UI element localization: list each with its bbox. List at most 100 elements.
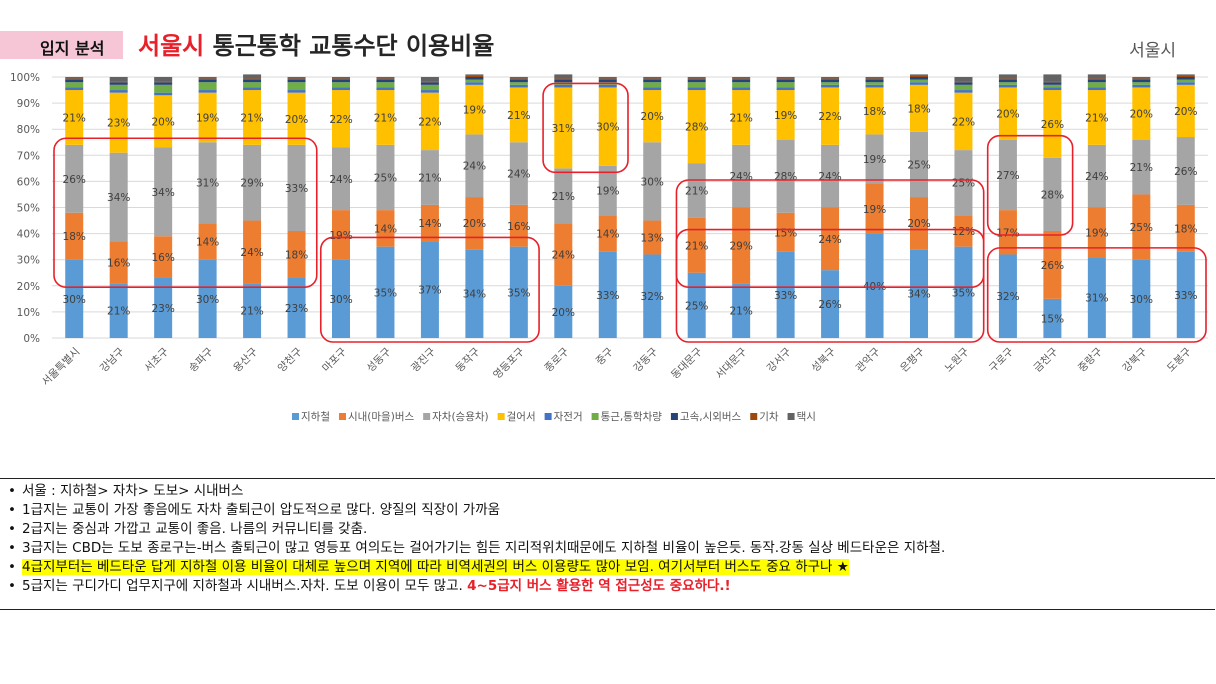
bar-segment <box>287 230 306 278</box>
x-tick-label: 관악구 <box>854 345 883 374</box>
bar-segment <box>332 90 350 148</box>
bar-segment <box>287 144 306 231</box>
region-label: 서울시 <box>1129 41 1176 61</box>
bar-segment <box>865 77 884 79</box>
bar-segment <box>287 92 306 145</box>
x-tick-label: 용산구 <box>231 345 260 374</box>
data-label: 32% <box>996 291 1019 303</box>
bar-segment <box>420 150 439 205</box>
bar-segment <box>954 81 973 83</box>
bar-segment <box>109 90 128 93</box>
data-label: 20% <box>285 114 308 126</box>
bar-segment <box>509 142 528 205</box>
bar-segment <box>287 82 306 91</box>
note-text: 5급지는 구디가디 업무지구에 지하철과 시내버스.자차. 도보 이용이 모두 … <box>22 578 468 594</box>
bar-segment <box>1176 75 1195 77</box>
bar-segment <box>954 82 973 85</box>
bar-segment <box>821 144 840 208</box>
bar-segment <box>332 79 350 83</box>
data-label: 21% <box>729 112 752 124</box>
bar-segment <box>65 79 84 83</box>
highlight-box <box>675 179 985 288</box>
bar-segment <box>154 81 173 83</box>
x-tick-label: 금천구 <box>1032 345 1061 374</box>
bar-segment <box>376 246 395 338</box>
bar-segment <box>1043 74 1062 82</box>
bar-segment <box>1176 82 1195 85</box>
bar-segment <box>509 77 528 79</box>
bar-segment <box>643 82 662 88</box>
bar-segment <box>287 90 306 93</box>
bar-segment <box>554 168 573 224</box>
data-label: 19% <box>774 110 797 122</box>
note-emphasis: 4~5급지 버스 활용한 역 접근성도 중요하다.! <box>467 578 731 594</box>
y-tick-label: 10% <box>17 307 40 319</box>
notes-box: • 서울 : 지하철> 자차> 도보> 시내버스 • 1급지는 교통이 가장 좋음에… <box>0 478 1215 610</box>
bar-segment <box>65 90 84 145</box>
bar-segment <box>776 212 795 252</box>
bar-segment <box>998 78 1017 80</box>
bar-segment <box>243 220 262 284</box>
data-label: 30% <box>596 122 619 134</box>
bar-segment <box>465 77 484 80</box>
bar-segment <box>1087 257 1106 338</box>
bar-segment <box>1087 82 1106 88</box>
data-label: 26% <box>1041 260 1064 272</box>
data-label: 20% <box>1130 109 1153 121</box>
data-label: 21% <box>107 306 130 318</box>
bar-segment <box>598 87 617 166</box>
bar-segment <box>154 95 173 148</box>
data-label: 25% <box>907 159 930 171</box>
highlight-box <box>986 134 1074 236</box>
x-tick-label: 성북구 <box>809 345 838 374</box>
data-label: 25% <box>685 300 708 312</box>
note-text-highlighted: 4급지부터는 베드타운 답게 지하철 이용 비율이 대체로 높으며 지역에 따라… <box>22 559 849 575</box>
data-label: 22% <box>418 116 441 128</box>
bar-segment <box>1087 79 1106 83</box>
data-label: 28% <box>685 122 708 134</box>
bar-segment <box>1043 82 1062 85</box>
data-label: 21% <box>729 306 752 318</box>
data-label: 23% <box>107 118 130 130</box>
legend-swatch <box>338 413 346 420</box>
bar-segment <box>376 144 395 211</box>
bar-segment <box>420 84 439 91</box>
bar-segment <box>598 77 617 79</box>
bar-segment <box>1043 90 1062 158</box>
bar-segment <box>910 84 928 132</box>
bar-segment <box>732 207 751 284</box>
legend-label: 시내(마을)버스 <box>348 411 414 423</box>
bar-segment <box>954 246 973 338</box>
bar-segment <box>109 77 128 82</box>
data-label: 26% <box>1041 119 1064 131</box>
bar-segment <box>910 75 928 77</box>
bar-segment <box>509 84 528 88</box>
bar-segment <box>732 77 751 79</box>
bar-segment <box>243 144 262 221</box>
data-label: 21% <box>240 306 263 318</box>
bar-segment <box>598 84 617 88</box>
data-label: 27% <box>996 170 1019 182</box>
note-text: 3급지는 CBD는 도보 종로구는-버스 출퇴근이 많고 영등포 여의도는 걸어… <box>22 540 946 556</box>
legend-swatch <box>750 413 758 420</box>
data-label: 37% <box>418 285 441 297</box>
y-tick-label: 70% <box>17 150 40 162</box>
bar-segment <box>154 236 173 278</box>
page-title-rest: 통근통학 교통수단 이용비율 <box>212 32 495 60</box>
bar-segment <box>1176 204 1195 252</box>
bar-segment <box>198 77 217 79</box>
data-label: 24% <box>729 171 752 183</box>
bar-segment <box>65 212 84 260</box>
section-tag-label: 입지 분석 <box>40 39 105 58</box>
highlight-box <box>53 137 318 288</box>
page-title-city: 서울시 <box>138 32 205 60</box>
bar-segment <box>376 90 395 145</box>
data-label: 35% <box>952 287 975 299</box>
bar-segment <box>1132 259 1151 338</box>
bar-segment <box>732 144 751 208</box>
bar-segment <box>65 87 84 91</box>
bar-segment <box>154 277 173 338</box>
bar-segment <box>554 78 573 80</box>
bar-segment <box>554 87 573 169</box>
bar-segment <box>376 78 395 80</box>
